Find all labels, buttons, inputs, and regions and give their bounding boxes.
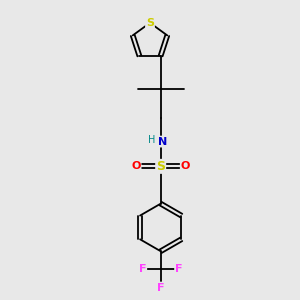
Text: F: F [139,264,146,274]
Text: O: O [181,161,190,171]
Text: H: H [148,135,155,145]
Text: S: S [156,160,165,173]
Text: F: F [175,264,183,274]
Text: F: F [157,283,164,292]
Text: O: O [131,161,141,171]
Text: S: S [146,18,154,28]
Text: N: N [158,136,167,147]
